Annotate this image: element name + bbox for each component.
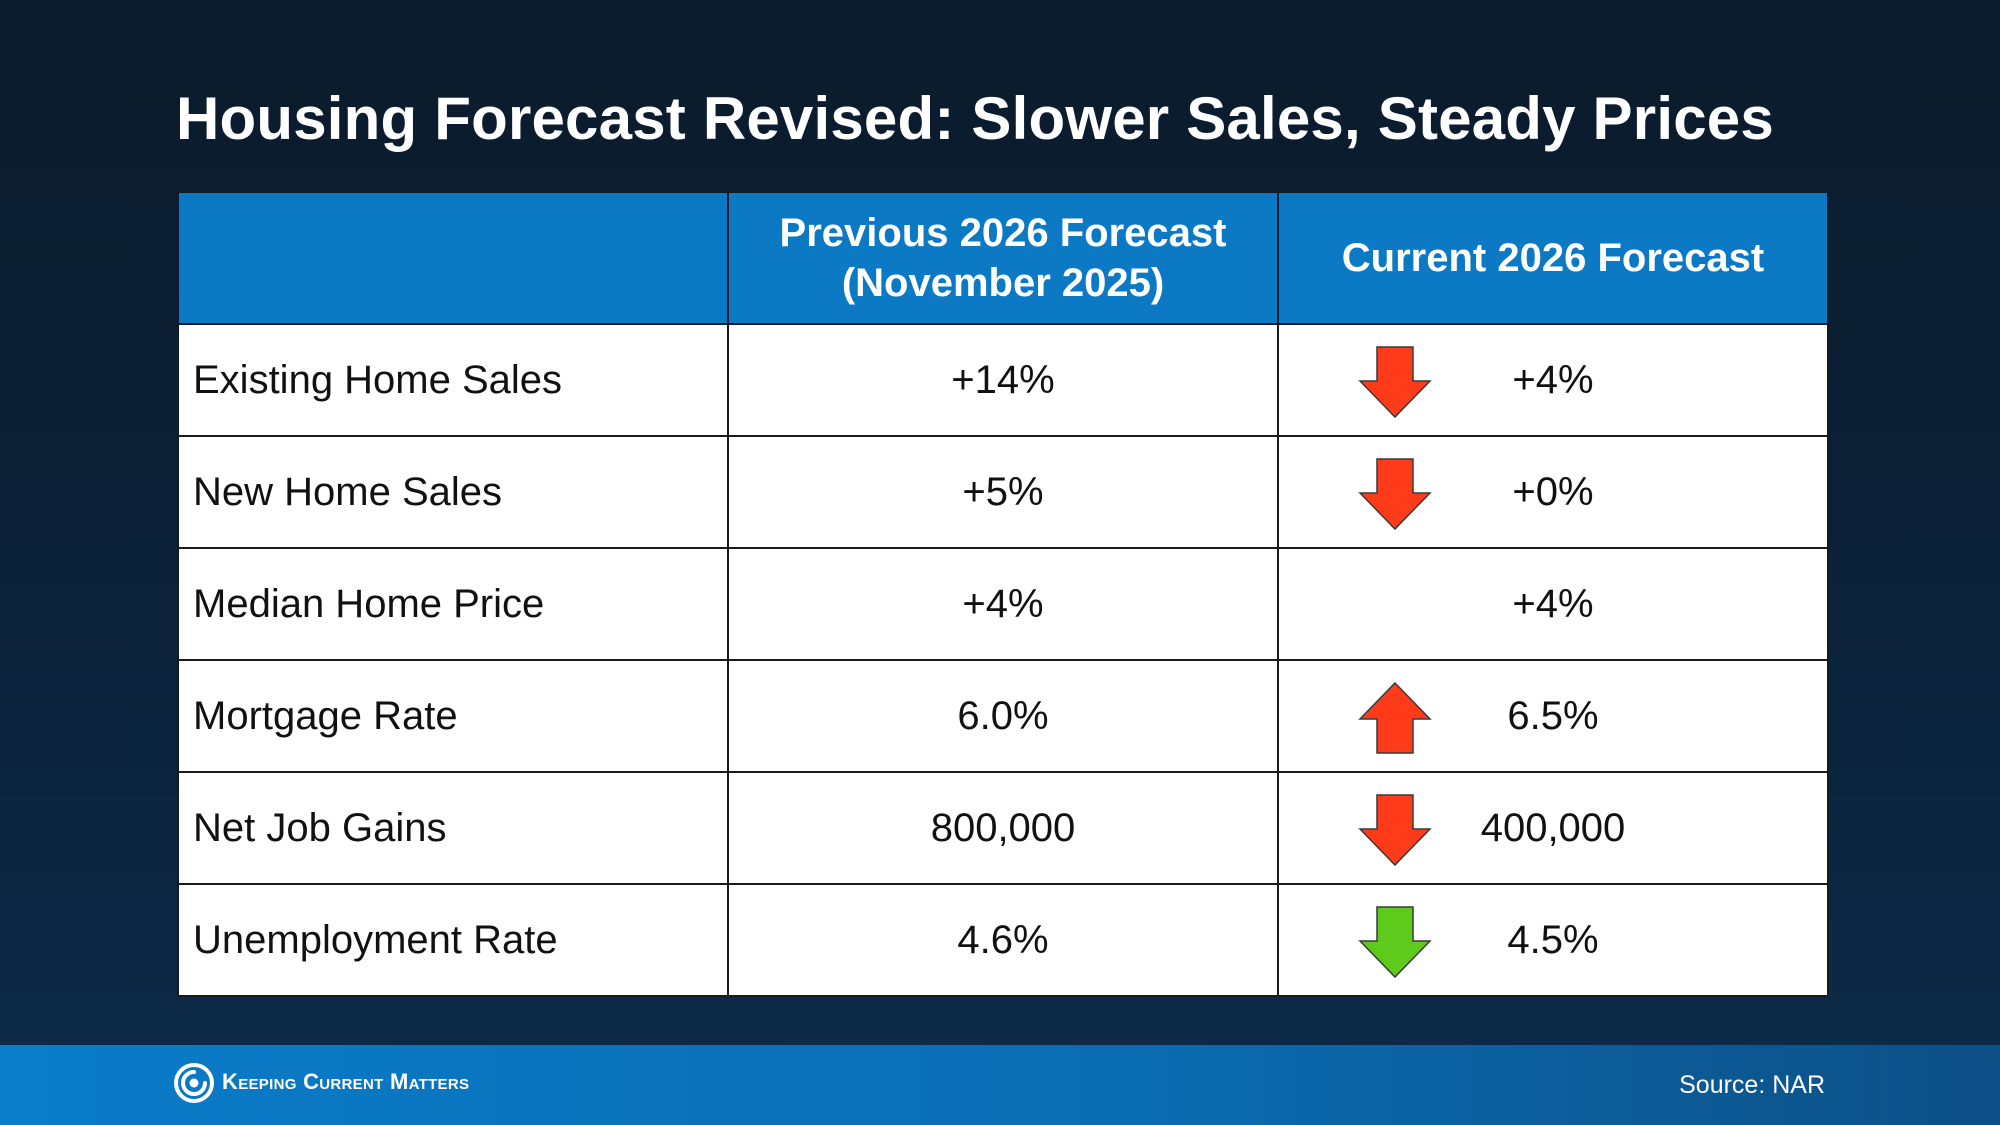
arrow-down-icon — [1358, 346, 1432, 419]
table-row: Net Job Gains 800,000 400,000 — [177, 771, 1829, 885]
arrow-down-icon — [1358, 794, 1432, 867]
table-row: Mortgage Rate 6.0% 6.5% — [177, 659, 1829, 773]
arrow-down-icon — [1358, 458, 1432, 531]
brand-name: Keeping Current Matters — [222, 1069, 470, 1094]
page-title: Housing Forecast Revised: Slower Sales, … — [176, 85, 1774, 152]
metric-label: Mortgage Rate — [177, 659, 729, 773]
metric-label: Existing Home Sales — [177, 323, 729, 437]
previous-forecast-value: +5% — [727, 435, 1279, 549]
current-forecast-cell: +4% — [1277, 547, 1829, 661]
header-previous-forecast-line: (November 2025) — [841, 261, 1165, 305]
previous-forecast-value: +4% — [727, 547, 1279, 661]
header-previous-forecast-line: Previous 2026 Forecast — [779, 211, 1227, 255]
table-row: Existing Home Sales +14% +4% — [177, 323, 1829, 437]
table-header-row: Previous 2026 Forecast (November 2025) Cu… — [177, 191, 1829, 325]
previous-forecast-value: 6.0% — [727, 659, 1279, 773]
source-text: Source: NAR — [1679, 1071, 1825, 1099]
forecast-table: Previous 2026 Forecast (November 2025) Cu… — [177, 191, 1829, 997]
current-forecast-cell: 400,000 — [1277, 771, 1829, 885]
table-row: Unemployment Rate 4.6% 4.5% — [177, 883, 1829, 997]
current-forecast-value: 4.5% — [1507, 917, 1599, 962]
header-metric — [177, 191, 729, 325]
arrow-down-icon — [1358, 906, 1432, 979]
header-current-forecast: Current 2026 Forecast — [1277, 191, 1829, 325]
arrow-up-icon — [1358, 681, 1432, 754]
previous-forecast-value: 800,000 — [727, 771, 1279, 885]
kcm-swirl-logo-icon — [174, 1063, 214, 1103]
current-forecast-cell: 4.5% — [1277, 883, 1829, 997]
metric-label: Median Home Price — [177, 547, 729, 661]
current-forecast-value: 6.5% — [1507, 693, 1599, 738]
current-forecast-cell: 6.5% — [1277, 659, 1829, 773]
previous-forecast-value: 4.6% — [727, 883, 1279, 997]
metric-label: New Home Sales — [177, 435, 729, 549]
header-previous-forecast: Previous 2026 Forecast (November 2025) — [727, 191, 1279, 325]
current-forecast-cell: +0% — [1277, 435, 1829, 549]
current-forecast-value: 400,000 — [1480, 805, 1626, 850]
current-forecast-value: +0% — [1512, 469, 1594, 514]
current-forecast-value: +4% — [1512, 581, 1594, 626]
previous-forecast-value: +14% — [727, 323, 1279, 437]
metric-label: Unemployment Rate — [177, 883, 729, 997]
current-forecast-value: +4% — [1512, 357, 1594, 402]
current-forecast-cell: +4% — [1277, 323, 1829, 437]
table-row: New Home Sales +5% +0% — [177, 435, 1829, 549]
metric-label: Net Job Gains — [177, 771, 729, 885]
table-row: Median Home Price +4% +4% — [177, 547, 1829, 661]
footer-bar: Keeping Current Matters Source: NAR — [0, 1045, 2000, 1125]
